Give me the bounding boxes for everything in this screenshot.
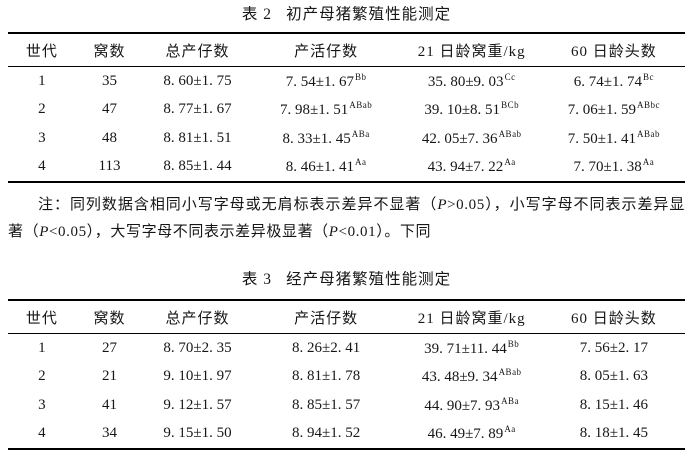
column-header: 总产仔数 [143, 33, 252, 67]
table-cell: 8. 70±2. 35 [163, 339, 232, 356]
table-row: 1 35 8. 60±1. 75 7. 54±1. 67Bb 35. 80±9. 03C… [8, 67, 685, 96]
table-cell: 27 [102, 339, 118, 356]
significance-superscript: ABa [351, 128, 370, 139]
table3-caption-text: 经产母猪繁殖性能测定 [286, 271, 452, 288]
significance-superscript: ABab [637, 128, 660, 139]
table-cell: 8. 94±1. 52 [292, 425, 361, 442]
table-cell: 44. 90±7. 93ABa [424, 395, 520, 414]
table-row: 2 47 8. 77±1. 67 7. 98±1. 51ABab 39. 10±8. 5… [8, 96, 685, 125]
table-cell: 8. 85±1. 44 [163, 158, 232, 175]
significance-superscript: BCb [501, 100, 520, 111]
column-header: 窝数 [75, 33, 144, 67]
table-cell: 9. 12±1. 57 [163, 396, 232, 413]
significance-superscript: ABab [498, 367, 522, 378]
column-header: 产活仔数 [251, 300, 401, 334]
column-header: 世代 [8, 300, 76, 334]
table2-caption-label: 表 2 [241, 6, 273, 23]
column-header: 21 日龄窝重/kg [400, 300, 543, 334]
table2: 世代 窝数 总产仔数 产活仔数 21 日龄窝重/kg 60 日龄头数 1 35 8. 60±1… [8, 32, 685, 183]
table-cell: 8. 26±2. 41 [292, 339, 361, 356]
table-cell: 7. 50±1. 41ABab [567, 128, 660, 147]
table-cell: 9. 10±1. 97 [163, 368, 232, 385]
significance-superscript: Bb [507, 338, 520, 349]
table2-caption: 表 2 初产母猪繁殖性能测定 [8, 5, 685, 25]
table-row: 3 48 8. 81±1. 51 8. 33±1. 45ABa 42. 05±7. 36… [8, 124, 685, 153]
table-cell: 1 [38, 339, 46, 356]
column-header: 世代 [8, 33, 76, 67]
table-cell: 6. 74±1. 74Bc [573, 71, 654, 90]
table-cell: 7. 98±1. 51ABab [280, 100, 373, 119]
table-cell: 34 [102, 425, 118, 442]
table-cell: 48 [102, 129, 118, 146]
table-cell: 4 [38, 425, 46, 442]
significance-superscript: Aa [355, 157, 367, 168]
table-cell: 35. 80±9. 03Cc [427, 71, 516, 90]
table-cell: 7. 70±1. 38Aa [573, 157, 655, 176]
table-cell: 42. 05±7. 36ABab [421, 128, 522, 147]
table-cell: 8. 15±1. 46 [579, 396, 648, 413]
table-cell: 41 [102, 396, 118, 413]
significance-superscript: Aa [504, 424, 516, 435]
table-cell: 43. 94±7. 22Aa [427, 157, 516, 176]
table-cell: 4 [38, 158, 46, 175]
table-cell: 113 [98, 158, 121, 175]
table-cell: 43. 48±9. 34ABab [421, 367, 522, 386]
table-row: 1 27 8. 70±2. 35 8. 26±2. 41 39. 71±11. 44Bb… [8, 334, 685, 363]
table-cell: 2 [38, 368, 46, 385]
significance-superscript: ABa [501, 395, 520, 406]
table3-caption-label: 表 3 [241, 271, 273, 288]
column-header: 60 日龄头数 [542, 33, 685, 67]
table-cell: 7. 54±1. 67Bb [285, 71, 367, 90]
table-cell: 8. 85±1. 57 [292, 396, 361, 413]
column-header: 产活仔数 [251, 33, 401, 67]
column-header: 窝数 [75, 300, 144, 334]
table-cell: 8. 81±1. 51 [163, 129, 232, 146]
table-cell: 8. 81±1. 78 [292, 368, 361, 385]
significance-superscript: ABbc [637, 100, 660, 111]
significance-superscript: Bc [643, 71, 654, 82]
table3-caption: 表 3 经产母猪繁殖性能测定 [8, 270, 685, 290]
table-cell: 1 [38, 72, 46, 89]
table-cell: 21 [102, 368, 118, 385]
table-cell: 7. 06±1. 59ABbc [567, 100, 660, 119]
table-cell: 35 [102, 72, 118, 89]
significance-superscript: Cc [504, 71, 516, 82]
table3: 世代 窝数 总产仔数 产活仔数 21 日龄窝重/kg 60 日龄头数 1 27 8. 70±2… [8, 299, 685, 450]
table3-body: 1 27 8. 70±2. 35 8. 26±2. 41 39. 71±11. 44Bb… [8, 334, 685, 450]
table-cell: 3 [38, 129, 46, 146]
table-row: 4 34 9. 15±1. 50 8. 94±1. 52 46. 49±7. 89Aa 8… [8, 420, 685, 450]
significance-superscript: Aa [504, 157, 516, 168]
column-header: 总产仔数 [143, 300, 252, 334]
significance-superscript: Bb [355, 71, 367, 82]
table-cell: 8. 60±1. 75 [163, 72, 232, 89]
table-row: 4 113 8. 85±1. 44 8. 46±1. 41Aa 43. 94±7. 22… [8, 153, 685, 183]
table-row: 2 21 9. 10±1. 97 8. 81±1. 78 43. 48±9. 34ABa… [8, 363, 685, 392]
column-header: 60 日龄头数 [542, 300, 685, 334]
table-cell: 3 [38, 396, 46, 413]
table-cell: 8. 05±1. 63 [579, 368, 648, 385]
table-cell: 9. 15±1. 50 [163, 425, 232, 442]
table-cell: 47 [102, 101, 118, 118]
table-cell: 39. 71±11. 44Bb [424, 338, 520, 357]
table2-body: 1 35 8. 60±1. 75 7. 54±1. 67Bb 35. 80±9. 03C… [8, 67, 685, 183]
table-cell: 8. 77±1. 67 [163, 101, 232, 118]
table-cell: 8. 33±1. 45ABa [282, 128, 370, 147]
significance-superscript: ABab [349, 100, 373, 111]
table-cell: 2 [38, 101, 46, 118]
table-cell: 7. 56±2. 17 [579, 339, 648, 356]
table2-caption-text: 初产母猪繁殖性能测定 [286, 6, 452, 23]
table-cell: 8. 18±1. 45 [579, 425, 648, 442]
significance-superscript: Aa [642, 157, 655, 168]
note-text: 注：同列数据含相同小写字母或无肩标表示差异不显著（P>0.05），小写字母不同表… [8, 197, 685, 240]
column-header: 21 日龄窝重/kg [400, 33, 543, 67]
significance-superscript: ABab [498, 128, 522, 139]
table-cell: 39. 10±8. 51BCb [424, 100, 520, 119]
table-row: 3 41 9. 12±1. 57 8. 85±1. 57 44. 90±7. 93ABa… [8, 391, 685, 420]
table-cell: 46. 49±7. 89Aa [427, 424, 516, 443]
table-cell: 8. 46±1. 41Aa [285, 157, 367, 176]
table3-header: 世代 窝数 总产仔数 产活仔数 21 日龄窝重/kg 60 日龄头数 [8, 300, 685, 334]
table2-header: 世代 窝数 总产仔数 产活仔数 21 日龄窝重/kg 60 日龄头数 [8, 33, 685, 67]
